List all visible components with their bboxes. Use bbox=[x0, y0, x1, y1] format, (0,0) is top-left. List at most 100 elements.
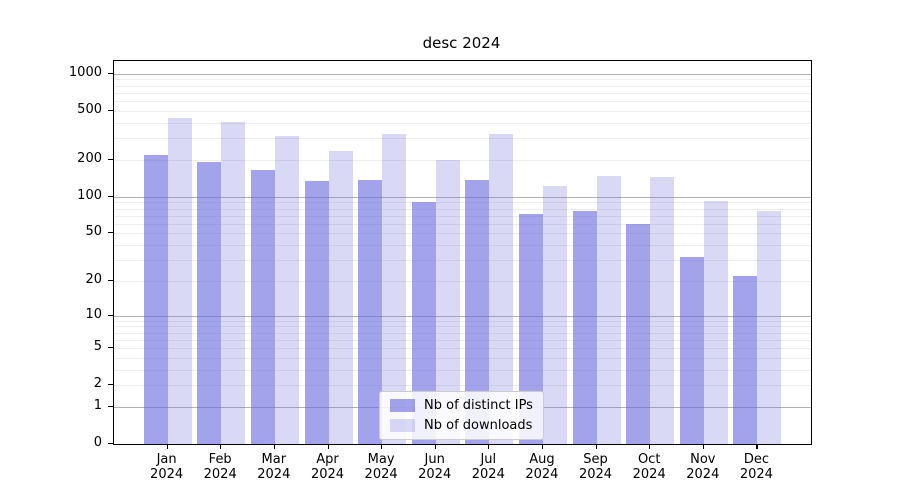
gridline-minor-800 bbox=[114, 85, 811, 87]
legend-item-distinct-ips: Nb of distinct IPs bbox=[390, 398, 533, 413]
y-tick-mark-0 bbox=[108, 443, 113, 445]
y-tick-label-50: 50 bbox=[85, 224, 102, 240]
y-tick-label-20: 20 bbox=[85, 271, 102, 287]
bar-downloads-apr bbox=[328, 150, 353, 444]
plot-area: Nb of distinct IPs Nb of downloads bbox=[113, 60, 812, 445]
y-tick-mark-5 bbox=[108, 347, 113, 349]
gridline-minor-7 bbox=[114, 332, 811, 334]
bar-distinct-ips-oct bbox=[626, 223, 651, 444]
x-tick-mark-aug bbox=[541, 444, 544, 449]
bar-distinct-ips-nov bbox=[679, 256, 704, 444]
x-tick-mark-jun bbox=[434, 444, 436, 449]
bar-distinct-ips-mar bbox=[250, 169, 275, 444]
bar-downloads-mar bbox=[274, 136, 299, 444]
gridline-minor-700 bbox=[114, 92, 811, 94]
x-tick-mark-nov bbox=[702, 444, 704, 449]
bar-distinct-ips-feb bbox=[197, 161, 222, 444]
y-tick-mark-100 bbox=[108, 195, 113, 197]
bar-distinct-ips-jan bbox=[143, 154, 168, 444]
gridline-minor-200 bbox=[114, 159, 811, 161]
y-tick-label-500: 500 bbox=[77, 101, 102, 117]
y-tick-mark-500 bbox=[108, 109, 113, 111]
x-tick-label-jun: Jun 2024 bbox=[418, 452, 452, 482]
bar-distinct-ips-sep bbox=[572, 210, 597, 444]
gridline-minor-8 bbox=[114, 326, 811, 328]
x-tick-mark-feb bbox=[220, 444, 222, 449]
y-tick-label-100: 100 bbox=[77, 187, 102, 203]
y-tick-label-5: 5 bbox=[93, 339, 102, 354]
gridline-major-100 bbox=[114, 196, 811, 198]
gridline-minor-80 bbox=[114, 208, 811, 210]
gridline-major-1000 bbox=[114, 73, 811, 75]
y-tick-label-200: 200 bbox=[77, 150, 102, 166]
gridline-minor-300 bbox=[114, 138, 811, 140]
gridline-minor-500 bbox=[114, 110, 811, 112]
gridline-minor-9 bbox=[114, 320, 811, 322]
gridline-minor-60 bbox=[114, 223, 811, 225]
bar-downloads-jan bbox=[167, 117, 192, 444]
x-tick-label-oct: Oct 2024 bbox=[632, 452, 666, 482]
y-tick-label-10: 10 bbox=[85, 306, 102, 322]
bar-distinct-ips-may bbox=[358, 179, 383, 444]
legend-label-downloads: Nb of downloads bbox=[424, 418, 533, 433]
gridline-minor-6 bbox=[114, 339, 811, 341]
x-tick-mark-mar bbox=[273, 444, 275, 449]
bar-distinct-ips-dec bbox=[733, 276, 758, 444]
y-tick-mark-1 bbox=[108, 405, 113, 408]
bar-downloads-feb bbox=[221, 121, 246, 444]
x-tick-label-aug: Aug 2024 bbox=[525, 452, 559, 482]
legend: Nb of distinct IPs Nb of downloads bbox=[379, 391, 544, 440]
gridline-major-10 bbox=[114, 315, 811, 317]
legend-item-downloads: Nb of downloads bbox=[390, 418, 533, 433]
bar-distinct-ips-apr bbox=[304, 180, 329, 444]
y-tick-mark-200 bbox=[108, 158, 113, 160]
gridline-minor-20 bbox=[114, 280, 811, 282]
y-tick-label-1: 1 bbox=[93, 397, 102, 413]
bar-downloads-dec bbox=[757, 210, 782, 444]
x-tick-label-jul: Jul 2024 bbox=[471, 452, 505, 482]
y-tick-label-1000: 1000 bbox=[68, 64, 102, 80]
gridline-minor-5 bbox=[114, 348, 811, 349]
x-tick-mark-dec bbox=[756, 444, 758, 449]
gridline-minor-40 bbox=[114, 245, 811, 246]
bar-downloads-aug bbox=[542, 185, 567, 444]
y-tick-mark-10 bbox=[108, 314, 113, 316]
x-tick-label-feb: Feb 2024 bbox=[203, 452, 237, 482]
gridline-minor-600 bbox=[114, 101, 811, 103]
x-tick-label-mar: Mar 2024 bbox=[257, 452, 291, 482]
x-tick-label-dec: Dec 2024 bbox=[739, 452, 773, 482]
y-tick-label-2: 2 bbox=[93, 376, 102, 392]
gridline-minor-900 bbox=[114, 79, 811, 81]
x-tick-label-nov: Nov 2024 bbox=[686, 452, 720, 482]
x-tick-label-may: May 2024 bbox=[364, 452, 398, 482]
x-tick-label-sep: Sep 2024 bbox=[578, 452, 613, 482]
y-tick-mark-1000 bbox=[108, 72, 113, 74]
gridline-minor-400 bbox=[114, 122, 811, 124]
x-tick-mark-sep bbox=[595, 444, 597, 449]
gridline-minor-2 bbox=[114, 385, 811, 387]
x-tick-mark-jan bbox=[166, 444, 168, 449]
legend-swatch-distinct-ips bbox=[390, 399, 415, 412]
legend-swatch-downloads bbox=[390, 419, 415, 432]
x-tick-mark-apr bbox=[327, 444, 329, 449]
bar-downloads-oct bbox=[650, 177, 675, 444]
gridline-minor-3 bbox=[114, 369, 811, 371]
gridline-minor-4 bbox=[114, 357, 811, 359]
bar-downloads-nov bbox=[703, 201, 728, 444]
x-tick-label-apr: Apr 2024 bbox=[310, 452, 345, 482]
chart-title: desc 2024 bbox=[422, 34, 501, 52]
y-tick-mark-20 bbox=[108, 279, 113, 281]
x-tick-mark-jul bbox=[488, 444, 490, 449]
x-tick-label-jan: Jan 2024 bbox=[150, 452, 184, 482]
x-tick-mark-may bbox=[381, 444, 383, 449]
legend-label-distinct-ips: Nb of distinct IPs bbox=[424, 398, 533, 413]
y-tick-mark-50 bbox=[108, 232, 113, 234]
gridline-minor-50 bbox=[114, 233, 811, 235]
gridline-minor-70 bbox=[114, 215, 811, 217]
y-tick-label-0: 0 bbox=[93, 435, 102, 450]
y-tick-mark-2 bbox=[108, 384, 113, 386]
gridline-minor-90 bbox=[114, 202, 811, 204]
gridline-minor-30 bbox=[114, 260, 811, 261]
x-tick-mark-oct bbox=[649, 444, 651, 449]
